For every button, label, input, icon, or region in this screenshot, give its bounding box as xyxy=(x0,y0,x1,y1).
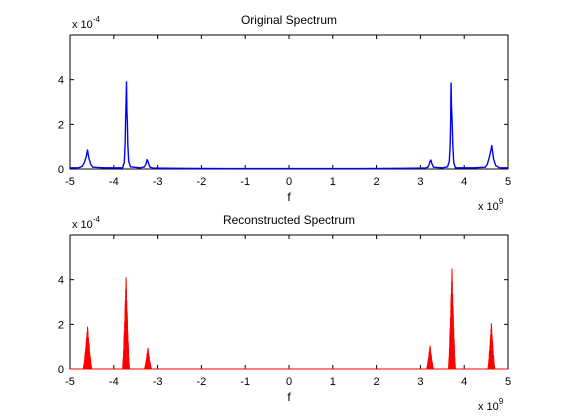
top-subplot: Original Spectrum x 10-4 0 2 4 -5 -4 -3 -2 -1 0… xyxy=(58,13,511,213)
bottom-x-tick-label: 2 xyxy=(374,376,380,388)
top-x-tick-label: 0 xyxy=(286,176,292,188)
top-y-tick-label: 2 xyxy=(58,119,64,131)
reconstructed-peak xyxy=(447,268,456,370)
top-x-tick-label: 5 xyxy=(505,176,511,188)
top-axes-frame xyxy=(69,34,509,170)
bottom-x-multiplier: x 109 xyxy=(478,397,504,413)
bottom-x-tick-label: 0 xyxy=(286,376,292,388)
bottom-x-tick-label: 4 xyxy=(461,376,467,388)
reconstructed-peak xyxy=(425,345,435,370)
top-y-tick-labels: 0 2 4 xyxy=(58,75,64,176)
top-y-multiplier: x 10-4 xyxy=(72,15,100,31)
top-x-tick-label: 4 xyxy=(461,176,467,188)
reconstructed-peak xyxy=(121,277,131,370)
top-x-tick-label: -2 xyxy=(197,176,207,188)
top-x-multiplier: x 109 xyxy=(478,197,504,213)
reconstructed-peak xyxy=(487,323,496,370)
bottom-plot-area xyxy=(69,234,509,370)
top-x-tick-label: -5 xyxy=(65,176,75,188)
top-plot-area xyxy=(69,34,509,170)
top-x-tick-label: 3 xyxy=(417,176,423,188)
top-y-tick-label: 4 xyxy=(58,75,64,87)
bottom-x-tick-label: -4 xyxy=(109,376,119,388)
bottom-chart-title: Reconstructed Spectrum xyxy=(223,213,355,227)
bottom-x-tick-label: -2 xyxy=(197,376,207,388)
reconstructed-peak xyxy=(143,347,153,370)
bottom-y-tick-label: 4 xyxy=(58,275,64,287)
top-x-axis-label: f xyxy=(287,190,291,204)
top-x-tick-labels: -5 -4 -3 -2 -1 0 1 2 3 4 5 xyxy=(65,176,511,188)
bottom-x-tick-label: -3 xyxy=(153,376,163,388)
bottom-x-tick-label: -1 xyxy=(240,376,250,388)
bottom-x-tick-label: 3 xyxy=(417,376,423,388)
bottom-y-tick-label: 0 xyxy=(58,364,64,376)
top-chart-title: Original Spectrum xyxy=(241,13,337,27)
bottom-x-tick-labels: -5 -4 -3 -2 -1 0 1 2 3 4 5 xyxy=(65,376,511,388)
bottom-subplot: Reconstructed Spectrum x 10-4 0 2 4 -5 -4 -3… xyxy=(58,213,511,413)
bottom-x-axis-label: f xyxy=(287,390,291,404)
top-y-tick-label: 0 xyxy=(58,164,64,176)
top-x-tick-label: 2 xyxy=(374,176,380,188)
top-x-tick-label: -3 xyxy=(153,176,163,188)
bottom-y-multiplier: x 10-4 xyxy=(72,215,100,231)
top-x-tick-label: -4 xyxy=(109,176,119,188)
original-spectrum-line xyxy=(69,81,509,170)
bottom-y-tick-label: 2 xyxy=(58,319,64,331)
reconstructed-peak xyxy=(82,326,93,370)
bottom-axes-frame xyxy=(69,234,509,370)
top-x-tick-label: -1 xyxy=(240,176,250,188)
top-x-tick-label: 1 xyxy=(330,176,336,188)
bottom-x-tick-label: 1 xyxy=(330,376,336,388)
bottom-y-tick-labels: 0 2 4 xyxy=(58,275,64,376)
bottom-x-tick-label: -5 xyxy=(65,376,75,388)
bottom-x-tick-label: 5 xyxy=(505,376,511,388)
